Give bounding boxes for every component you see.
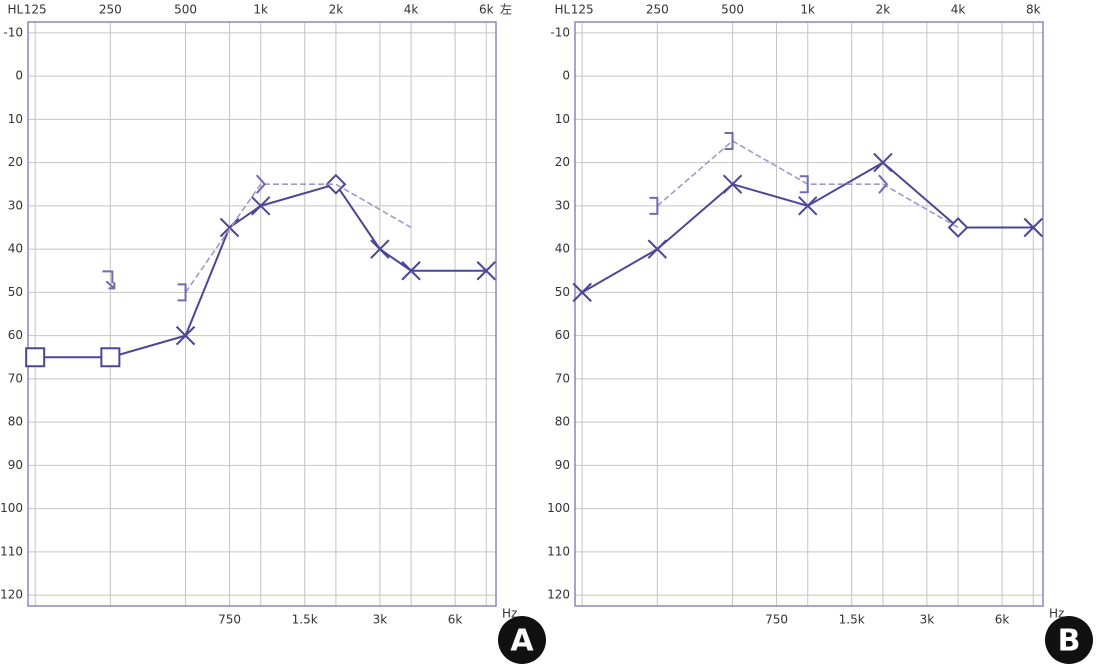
y-tick-label: 0: [15, 69, 23, 83]
x-axis-label: Hz: [502, 607, 517, 621]
y-tick-label: -10: [550, 25, 570, 39]
y-tick-label: 120: [0, 588, 23, 602]
ear-label: 左: [500, 2, 512, 17]
y-tick-label: 110: [547, 544, 570, 558]
y-tick-label: 30: [555, 198, 570, 212]
x-tick-label-bottom: 6k: [995, 613, 1010, 627]
panel-label: A: [510, 624, 534, 659]
y-tick-label: 10: [555, 112, 570, 126]
marker-square: [100, 347, 121, 368]
panel-badge: [1045, 616, 1093, 664]
y-tick-label: 120: [547, 588, 570, 602]
marker-angle: [255, 174, 267, 194]
x-tick-label: 1k: [253, 3, 268, 17]
y-tick-label: 60: [555, 328, 570, 342]
y-tick-label: 100: [0, 501, 23, 515]
marker-x: [722, 174, 743, 194]
x-tick-label-bottom: 6k: [448, 613, 463, 627]
y-tick-label: 0: [562, 69, 570, 83]
y-tick-label: 40: [8, 242, 23, 256]
y-tick-label: 40: [555, 242, 570, 256]
series-line: [184, 183, 412, 293]
plot-area: [575, 22, 1043, 606]
y-tick-label: 50: [8, 285, 23, 299]
marker-x: [572, 282, 592, 303]
x-tick-label-bottom: 3k: [920, 613, 935, 627]
marker-angle: [878, 174, 889, 194]
marker-bracket: [724, 131, 734, 150]
y-tick-label: 80: [555, 415, 570, 429]
y-tick-label: 80: [8, 415, 23, 429]
plot-border: [574, 21, 1044, 607]
x-tick-label: 4k: [404, 3, 419, 17]
x-tick-label-bottom: 3k: [373, 613, 388, 627]
marker-bracket: [649, 196, 659, 215]
y-tick-label: 90: [8, 458, 23, 472]
y-tick-label: 20: [555, 155, 570, 169]
y-axis-label: HL: [554, 3, 570, 17]
y-tick-label: 10: [8, 112, 23, 126]
y-tick-label: 110: [0, 544, 23, 558]
marker-diamond: [325, 173, 347, 195]
x-tick-label: 250: [99, 3, 122, 17]
x-tick-label-bottom: 750: [218, 613, 241, 627]
x-tick-label: 8k: [1026, 3, 1041, 17]
y-tick-label: 60: [8, 328, 23, 342]
marker-x: [175, 325, 196, 346]
x-tick-label-bottom: 1.5k: [292, 613, 318, 627]
marker-diamond: [947, 217, 969, 238]
panel-label: B: [1058, 624, 1081, 659]
marker-x: [401, 261, 421, 281]
x-tick-label: 6k: [479, 3, 494, 17]
x-tick-label: 125: [24, 3, 47, 17]
plot-border: [27, 21, 497, 607]
marker-x: [647, 239, 668, 259]
x-tick-label: 4k: [951, 3, 966, 17]
marker-x: [370, 239, 390, 259]
x-tick-label-bottom: 750: [765, 613, 788, 627]
x-tick-label: 2k: [876, 3, 891, 17]
marker-x: [873, 152, 893, 173]
y-tick-label: 100: [547, 501, 570, 515]
marker-square: [25, 347, 46, 368]
x-tick-label: 2k: [329, 3, 344, 17]
marker-x: [1023, 217, 1043, 238]
y-tick-label: 70: [8, 371, 23, 385]
panel-badge: [498, 616, 546, 664]
marker-bracket: [177, 283, 187, 302]
marker-x: [251, 196, 271, 216]
plot-area: [28, 22, 496, 606]
x-tick-label: 500: [721, 3, 744, 17]
y-axis-label: HL: [7, 3, 23, 17]
marker-x: [798, 196, 818, 216]
y-tick-label: 70: [555, 371, 570, 385]
x-tick-label: 125: [571, 3, 594, 17]
y-tick-label: 50: [555, 285, 570, 299]
series-line: [656, 139, 959, 229]
x-tick-label-bottom: 1.5k: [839, 613, 865, 627]
x-tick-label: 500: [174, 3, 197, 17]
y-tick-label: 90: [555, 458, 570, 472]
y-tick-label: -10: [3, 25, 23, 39]
marker-arrow: [102, 270, 116, 290]
x-axis-label: Hz: [1049, 607, 1064, 621]
y-tick-label: 20: [8, 155, 23, 169]
marker-x: [476, 261, 496, 281]
x-tick-label: 1k: [800, 3, 815, 17]
x-tick-label: 250: [646, 3, 669, 17]
y-tick-label: 30: [8, 198, 23, 212]
marker-bracket: [799, 175, 809, 194]
